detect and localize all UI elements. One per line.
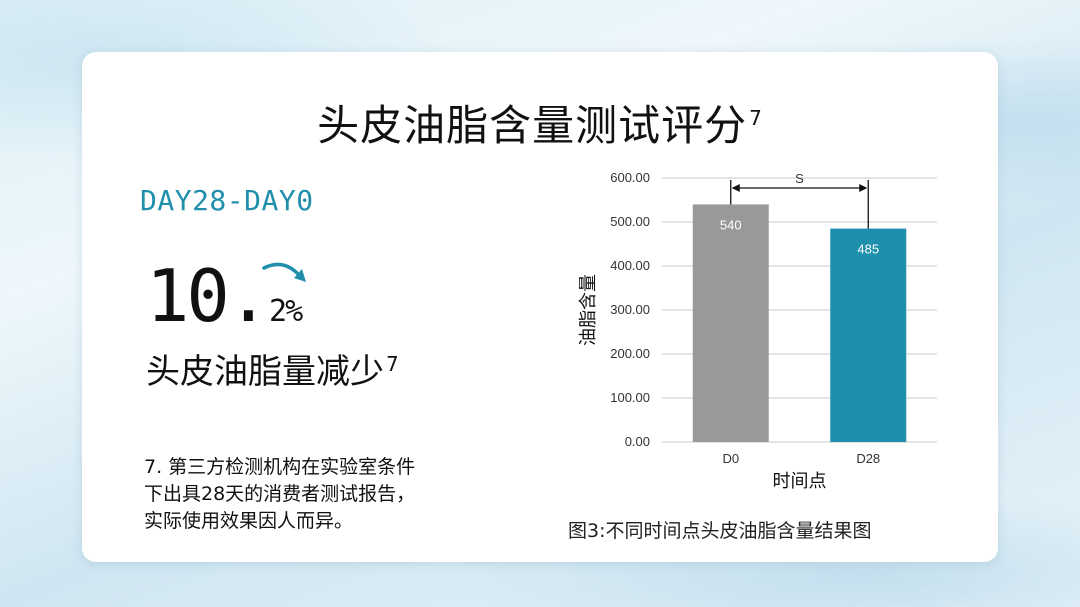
- percent-main: 10.: [146, 254, 270, 338]
- significance-label: S: [795, 171, 804, 186]
- footnote: 7. 第三方检测机构在实验室条件 下出具28天的消费者测试报告， 实际使用效果因…: [144, 454, 474, 535]
- data-label: 540: [720, 217, 742, 232]
- title-footnote-ref: 7: [749, 106, 763, 130]
- x-axis-title: 时间点: [773, 471, 827, 492]
- y-tick-label: 0.00: [625, 434, 650, 449]
- subtitle-text: 头皮油脂量减少: [146, 352, 384, 392]
- y-tick-label: 300.00: [610, 302, 650, 317]
- y-tick-label: 600.00: [610, 170, 650, 185]
- bar-d0: [692, 204, 769, 442]
- page-title: 头皮油脂含量测试评分 7: [82, 92, 998, 153]
- data-label: 485: [857, 242, 879, 257]
- footnote-line: 7. 第三方检测机构在实验室条件: [144, 456, 416, 478]
- bar-d28: [830, 228, 907, 442]
- trend-arrow-icon: [262, 262, 306, 282]
- significance-arrow-left: [731, 184, 740, 192]
- percent-tail: 2%: [269, 294, 303, 329]
- bar-chart: 0.00 100.00 200.00 300.00 400.00 500.00 600.00…: [578, 170, 937, 492]
- y-tick-label: 100.00: [610, 390, 650, 405]
- chart-caption: 图3:不同时间点头皮油脂含量结果图: [568, 520, 872, 542]
- subtitle-footnote-ref: 7: [386, 351, 399, 376]
- y-axis-title: 油脂含量: [578, 274, 599, 346]
- y-tick-label: 200.00: [610, 346, 650, 361]
- percent-value: 10.2%: [146, 260, 303, 332]
- significance-arrow-right: [859, 184, 868, 192]
- x-tick-label: D28: [856, 451, 880, 466]
- result-subtitle: 头皮油脂量减少 7: [146, 344, 399, 393]
- footnote-line: 下出具28天的消费者测试报告，: [144, 483, 416, 505]
- y-tick-label: 400.00: [610, 258, 650, 273]
- content-card: 头皮油脂含量测试评分 7 DAY28-DAY0 10.2% 头皮油脂量减少 7 7.…: [82, 52, 998, 562]
- period-label: DAY28-DAY0: [140, 184, 314, 217]
- y-tick-label: 500.00: [610, 214, 650, 229]
- title-text: 头皮油脂含量测试评分: [317, 101, 748, 150]
- footnote-line: 实际使用效果因人而异。: [144, 510, 354, 532]
- x-tick-label: D0: [722, 451, 739, 466]
